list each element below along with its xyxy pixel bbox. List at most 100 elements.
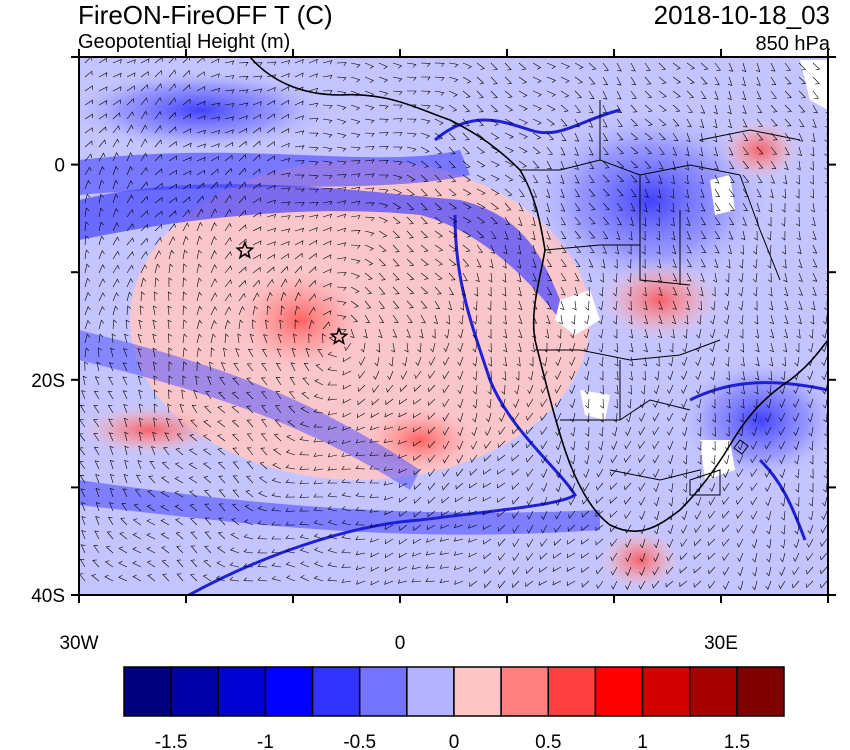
wind-barb (627, 300, 632, 311)
wind-barb (406, 244, 414, 253)
wind-barb (336, 227, 347, 233)
wind-barb (425, 578, 436, 583)
wind-barb (812, 90, 819, 99)
wind-barb (485, 412, 492, 423)
wind-barb (681, 510, 688, 521)
wind-barb (369, 425, 380, 431)
wind-barb (168, 111, 177, 120)
wind-barb (224, 236, 232, 246)
wind-barb (95, 502, 100, 512)
wind-barb (462, 90, 471, 98)
wind-barb (81, 530, 86, 540)
wind-barb (378, 104, 389, 110)
wind-barb (210, 181, 219, 190)
wind-barb (528, 370, 534, 381)
wind-barb (419, 328, 424, 339)
wind-barb (266, 141, 275, 148)
wind-barb (681, 384, 688, 394)
wind-barb (511, 496, 520, 505)
wind-barb (525, 566, 534, 575)
wind-barb (711, 286, 716, 297)
wind-barb (625, 566, 632, 577)
wind-barb (695, 384, 702, 395)
colorbar-labels: -1.5 -1 -0.5 0 0.5 1 1.5 (155, 732, 750, 750)
wind-barb (196, 263, 202, 274)
wind-barb (104, 560, 114, 568)
wind-barb (126, 223, 134, 232)
wind-barb (503, 342, 508, 353)
wind-barb (483, 566, 492, 574)
wind-barb (602, 244, 608, 254)
wind-barb (490, 230, 497, 239)
wind-barb (224, 154, 233, 162)
wind-barb (244, 519, 254, 526)
wind-barb (490, 146, 500, 154)
wind-barb (302, 377, 310, 386)
wind-barb (588, 244, 595, 253)
wind-barb (656, 342, 661, 353)
wind-barb (671, 230, 676, 241)
wind-barb (406, 188, 415, 196)
wind-barb (327, 466, 338, 471)
wind-barb (434, 230, 443, 238)
wind-barb (280, 240, 290, 246)
wind-barb (574, 90, 583, 99)
wind-barb (588, 62, 597, 71)
wind-barb (266, 155, 275, 162)
wind-barb (275, 391, 282, 400)
wind-barb (807, 412, 814, 423)
wind-barb (294, 188, 305, 193)
wind-barb (574, 174, 580, 184)
wind-barb (540, 538, 548, 547)
wind-barb (322, 200, 333, 206)
wind-barb (476, 258, 482, 268)
wind-barb (599, 398, 604, 409)
wind-barb (672, 90, 681, 98)
colorbar-label: 1 (637, 732, 648, 750)
wind-barb (246, 475, 254, 484)
wind-barb (765, 482, 772, 492)
wind-barb (653, 398, 660, 408)
wind-barb (252, 292, 260, 302)
wind-barb (682, 496, 688, 507)
wind-barb (672, 62, 681, 70)
wind-barb (210, 116, 221, 121)
map-frame (78, 56, 829, 596)
wind-barb (315, 364, 324, 372)
wind-barb (474, 286, 479, 297)
wind-barb (569, 342, 576, 353)
wind-barb (630, 202, 636, 212)
wind-barb (585, 426, 590, 437)
wind-barb (809, 468, 814, 479)
wind-barb (655, 356, 660, 367)
wind-barb (313, 466, 324, 471)
wind-barb (652, 454, 660, 464)
wind-barb (356, 412, 366, 419)
wind-barb (182, 263, 188, 274)
wind-barb (174, 490, 184, 498)
wind-barb (686, 132, 691, 142)
wind-barb (79, 404, 86, 414)
wind-barb (751, 524, 758, 535)
wind-barb (751, 426, 758, 437)
wind-barb (112, 58, 122, 64)
wind-barb (168, 141, 177, 148)
wind-barb (154, 110, 162, 120)
wind-barb (765, 580, 772, 591)
wind-barb (526, 538, 534, 548)
wind-barb (541, 510, 548, 520)
wind-barb (643, 202, 648, 213)
wind-barb (294, 72, 304, 78)
wind-barb (84, 113, 93, 120)
wind-barb (497, 538, 506, 547)
wind-barb (210, 347, 215, 358)
wind-barb (639, 538, 646, 549)
wind-barb (383, 452, 394, 457)
wind-barb (84, 361, 89, 372)
wind-barb (327, 506, 338, 512)
wind-barb (644, 160, 652, 169)
wind-barb (532, 188, 538, 198)
wind-barb (246, 363, 254, 372)
wind-barb (770, 132, 778, 141)
